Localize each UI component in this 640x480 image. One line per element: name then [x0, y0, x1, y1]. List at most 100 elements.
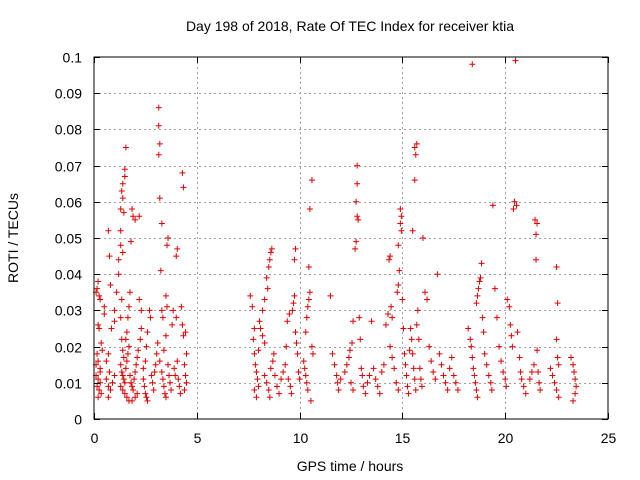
data-point: [411, 144, 418, 151]
data-point: [382, 321, 389, 328]
data-point: [115, 271, 122, 278]
data-point: [125, 303, 132, 310]
data-point: [296, 376, 303, 383]
data-point: [308, 177, 315, 184]
data-point: [169, 321, 176, 328]
data-point: [362, 390, 369, 397]
data-point: [481, 350, 488, 357]
data-point: [493, 314, 500, 321]
data-point: [252, 361, 259, 368]
data-point: [467, 336, 474, 343]
data-point: [487, 379, 494, 386]
data-point: [283, 343, 290, 350]
data-point: [454, 387, 461, 394]
data-point: [263, 379, 270, 386]
data-point: [571, 368, 578, 375]
data-point: [155, 151, 162, 158]
data-point: [136, 213, 143, 220]
data-point: [471, 372, 478, 379]
data-point: [440, 372, 447, 379]
data-point: [158, 220, 165, 227]
data-point: [300, 358, 307, 365]
data-point: [168, 387, 175, 394]
data-point: [266, 256, 273, 263]
x-tick-label: 5: [194, 430, 202, 446]
y-axis: 0 0.01 0.02 0.03 0.04 0.05 0.06 0.07 0.08 0.09 0.1: [55, 50, 608, 428]
data-point: [105, 350, 112, 357]
y-tick-label: 0.02: [55, 340, 82, 356]
data-point: [353, 238, 360, 245]
data-point: [173, 314, 180, 321]
data-point: [357, 336, 364, 343]
data-point: [412, 151, 419, 158]
data-point: [470, 365, 477, 372]
data-point: [286, 311, 293, 318]
data-point: [255, 383, 262, 390]
data-point: [94, 350, 101, 357]
data-point: [304, 303, 311, 310]
data-point: [156, 358, 163, 365]
data-point: [301, 365, 308, 372]
data-point: [285, 376, 292, 383]
data-point: [111, 307, 118, 314]
data-point: [117, 206, 124, 213]
data-point: [303, 379, 310, 386]
data-point: [522, 390, 529, 397]
data-point: [150, 387, 157, 394]
data-point: [446, 365, 453, 372]
data-point: [418, 383, 425, 390]
data-point: [180, 184, 187, 191]
data-point: [513, 202, 520, 209]
data-point: [97, 368, 104, 375]
data-point: [302, 329, 309, 336]
data-point: [95, 358, 102, 365]
data-point: [134, 354, 141, 361]
y-tick-label: 0.09: [55, 86, 82, 102]
data-point: [469, 354, 476, 361]
data-point: [532, 216, 539, 223]
data-point: [549, 372, 556, 379]
data-point: [107, 387, 114, 394]
data-point: [94, 285, 101, 292]
data-point: [400, 325, 407, 332]
data-point: [158, 307, 165, 314]
data-point: [534, 347, 541, 354]
data-point: [159, 376, 166, 383]
y-tick-label: 0.05: [55, 231, 82, 247]
data-point: [171, 365, 178, 372]
data-point: [121, 390, 128, 397]
data-point: [134, 390, 141, 397]
data-point: [554, 300, 561, 307]
y-tick-label: 0.07: [55, 159, 82, 175]
data-point: [121, 166, 128, 173]
data-point: [255, 347, 262, 354]
data-point: [119, 180, 126, 187]
data-point: [378, 368, 385, 375]
data-point: [389, 354, 396, 361]
data-point: [480, 329, 487, 336]
data-point: [120, 354, 127, 361]
data-point: [109, 379, 116, 386]
data-point: [303, 314, 310, 321]
data-point: [422, 289, 429, 296]
data-point: [473, 300, 480, 307]
data-point: [253, 368, 260, 375]
data-point: [183, 350, 190, 357]
data-point: [117, 314, 124, 321]
data-point: [329, 350, 336, 357]
data-point: [117, 383, 124, 390]
data-point: [415, 336, 422, 343]
data-point: [402, 361, 409, 368]
data-point: [405, 390, 412, 397]
data-point: [141, 383, 148, 390]
data-point: [269, 358, 276, 365]
data-point: [152, 361, 159, 368]
data-point: [263, 274, 270, 281]
data-point: [97, 296, 104, 303]
data-point: [130, 213, 137, 220]
data-point: [267, 365, 274, 372]
data-point: [142, 358, 149, 365]
data-point: [132, 368, 139, 375]
data-point: [280, 368, 287, 375]
